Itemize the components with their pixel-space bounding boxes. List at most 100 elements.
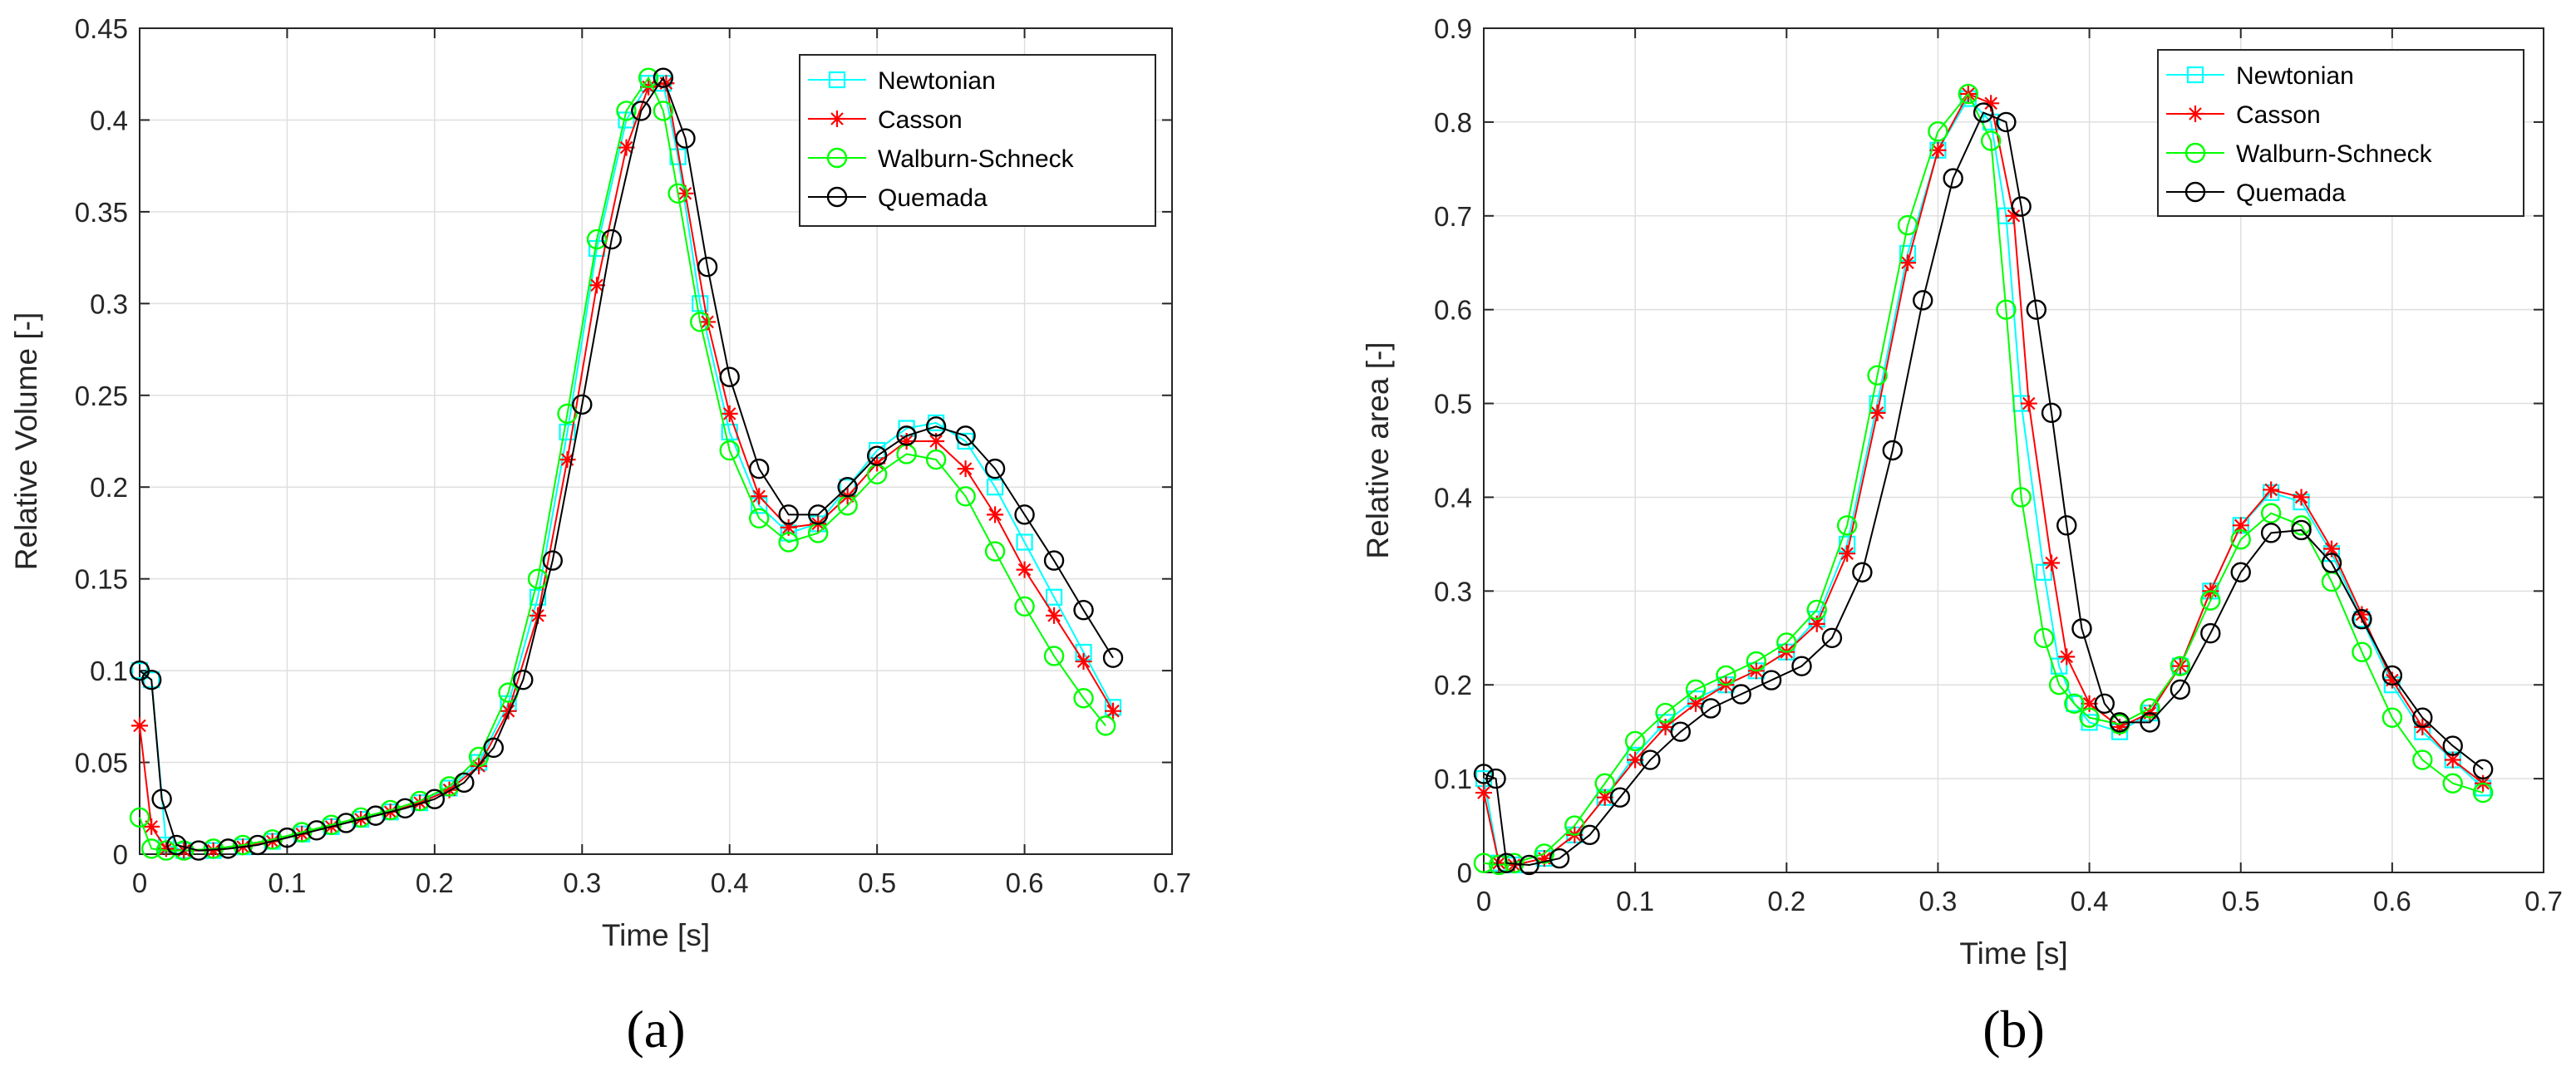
series-walburn-schneck [129,67,1116,861]
data-point [1475,784,1492,802]
x-tick-label: 0.7 [1153,867,1191,898]
data-point [721,423,738,441]
x-tick-label: 0.7 [2524,886,2563,916]
panel-label: (a) [626,1000,685,1059]
data-point [1014,504,1035,525]
data-point [1980,130,2002,151]
data-point [866,445,888,466]
data-point [306,820,328,841]
data-point [1836,515,1858,536]
data-point [1791,656,1812,676]
data-point [1776,632,1797,653]
data-point [957,460,974,478]
data-point [2026,299,2047,320]
data-point [2472,782,2494,803]
data-point [454,772,475,794]
data-point [1485,768,1506,789]
data-point [2079,707,2100,728]
data-point [1943,168,1963,189]
data-point [1045,588,1063,606]
data-point [986,479,1004,496]
chart-panel-b: 0 0.1 0.2 0.3 0.4 0.5 0.6 0.7 0 0.1 0.2 0.3 0.4 0.5 0.… [1361,13,2563,1059]
axes-box [139,27,1173,855]
legend-item: Casson [808,106,963,134]
data-point [1489,854,1510,876]
y-tick-label: 0.4 [90,105,128,135]
data-point [2230,529,2251,550]
data-point [1996,299,2017,320]
x-tick-label: 0 [132,867,147,898]
x-tick-label: 0.2 [416,867,454,898]
data-point [131,662,149,680]
y-tick-label: 0.6 [1434,295,1472,326]
data-point [277,827,298,848]
data-point [719,440,740,461]
data-point [749,508,770,528]
x-axis-label: Time [s] [1959,936,2067,971]
data-point [2412,707,2433,728]
data-point [2291,515,2312,536]
legend-item: Newtonian [808,67,996,95]
data-point [1579,824,1600,846]
legend-marker [826,147,848,169]
data-point [1897,214,1918,236]
legend-item: Newtonian [2166,62,2354,90]
data-point [529,588,547,606]
data-point [2260,503,2282,523]
y-tick-label: 0.7 [1434,201,1472,232]
data-point [500,702,517,720]
data-point [129,807,150,828]
data-point [1996,111,2017,133]
data-point [1821,627,1843,648]
data-point [837,477,858,498]
data-point [586,229,608,250]
data-point [1839,545,1856,563]
x-tick-label: 0 [1476,886,1491,916]
data-point [638,67,659,88]
data-point [2056,515,2077,536]
data-point [2043,554,2061,572]
x-tick-label: 0.4 [711,867,749,898]
legend-label: Walburn-Schneck [878,145,1075,173]
data-point [2041,402,2062,424]
data-point [1014,596,1035,617]
data-point [1046,607,1063,624]
x-tick-label: 0.6 [2373,886,2411,916]
data-point [928,433,945,450]
data-point [424,789,446,809]
data-point [778,532,799,553]
data-point [984,541,1006,562]
data-point [2442,735,2463,756]
y-tick-label: 0.45 [75,13,128,44]
panel-label: (b) [1982,1000,2045,1059]
y-tick-label: 0.8 [1434,107,1472,138]
data-point [1504,853,1524,873]
y-tick-label: 0.9 [1434,13,1472,44]
data-point [2170,679,2191,700]
data-point [2020,395,2037,412]
data-point [1655,702,1676,724]
series-quemada [1473,102,2494,876]
x-tick-label: 0.3 [563,867,601,898]
data-point [1867,365,1888,386]
data-point [527,568,549,589]
data-point [395,798,416,818]
y-tick-label: 0.4 [1434,482,1472,513]
data-point [2051,657,2068,675]
x-tick-label: 0.1 [1616,886,1654,916]
data-point [1102,647,1124,668]
data-point [1496,853,1517,873]
data-point [2472,759,2494,780]
data-point [218,838,239,859]
data-point [188,840,209,861]
data-point [721,405,738,422]
y-axis-label: Relative area [-] [1361,342,1395,558]
x-tick-label: 0.2 [1767,886,1805,916]
data-point [925,449,947,470]
data-point [1913,290,1933,311]
data-point [1473,764,1495,784]
series-line [139,76,1106,852]
data-point [2109,712,2130,733]
data-point [1073,600,1094,621]
